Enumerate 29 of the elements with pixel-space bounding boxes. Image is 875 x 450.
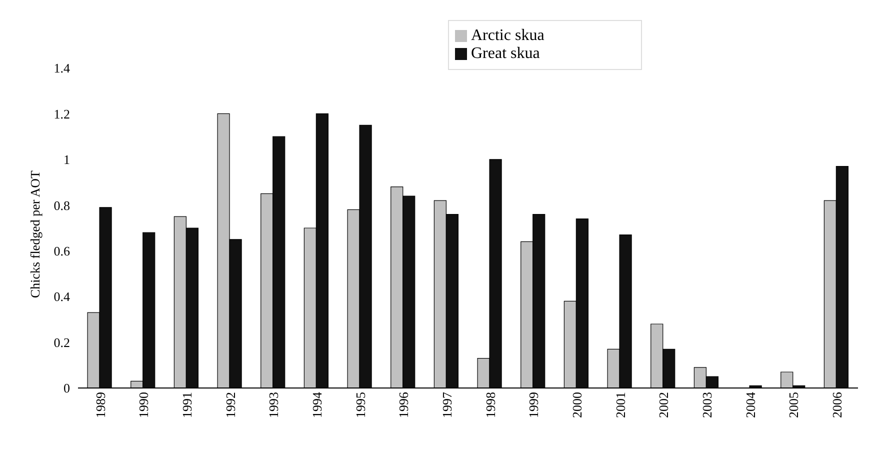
y-tick-label: 0.2 (54, 334, 70, 350)
x-tick-label: 1993 (266, 392, 282, 418)
legend-label: Great skua (471, 45, 540, 62)
y-axis-title: Chicks fledged per AOT (28, 170, 43, 298)
x-tick-label: 1989 (92, 392, 108, 418)
y-tick-label: 1 (64, 152, 70, 168)
x-tick-label: 2001 (612, 392, 628, 418)
y-tick-label: 0 (64, 380, 70, 396)
y-tick-label: 1.4 (54, 60, 70, 76)
y-tick-label: 0.6 (54, 243, 70, 258)
x-tick-label: 1996 (396, 392, 412, 418)
x-tick-label: 2000 (570, 392, 585, 418)
x-tick-label: 1998 (482, 392, 498, 418)
y-tick-label: 0.4 (54, 289, 70, 304)
x-tick-label: 2004 (742, 392, 758, 418)
x-tick-label: 1995 (352, 392, 368, 418)
x-tick-label: 1999 (526, 392, 542, 418)
legend-label: Arctic skua (471, 27, 544, 44)
x-tick-label: 1990 (136, 392, 152, 418)
x-tick-label: 2002 (656, 392, 672, 418)
x-tick-label: 1992 (222, 392, 238, 418)
x-tick-label: 2005 (786, 392, 802, 418)
x-tick-label: 2003 (700, 392, 715, 418)
x-tick-label: 1991 (180, 392, 195, 418)
x-tick-label: 2006 (830, 392, 845, 418)
y-tick-label: 0.8 (54, 198, 70, 213)
x-tick-label: 1997 (440, 392, 455, 418)
x-tick-label: 1994 (310, 392, 325, 418)
y-tick-label: 1.2 (54, 106, 70, 122)
